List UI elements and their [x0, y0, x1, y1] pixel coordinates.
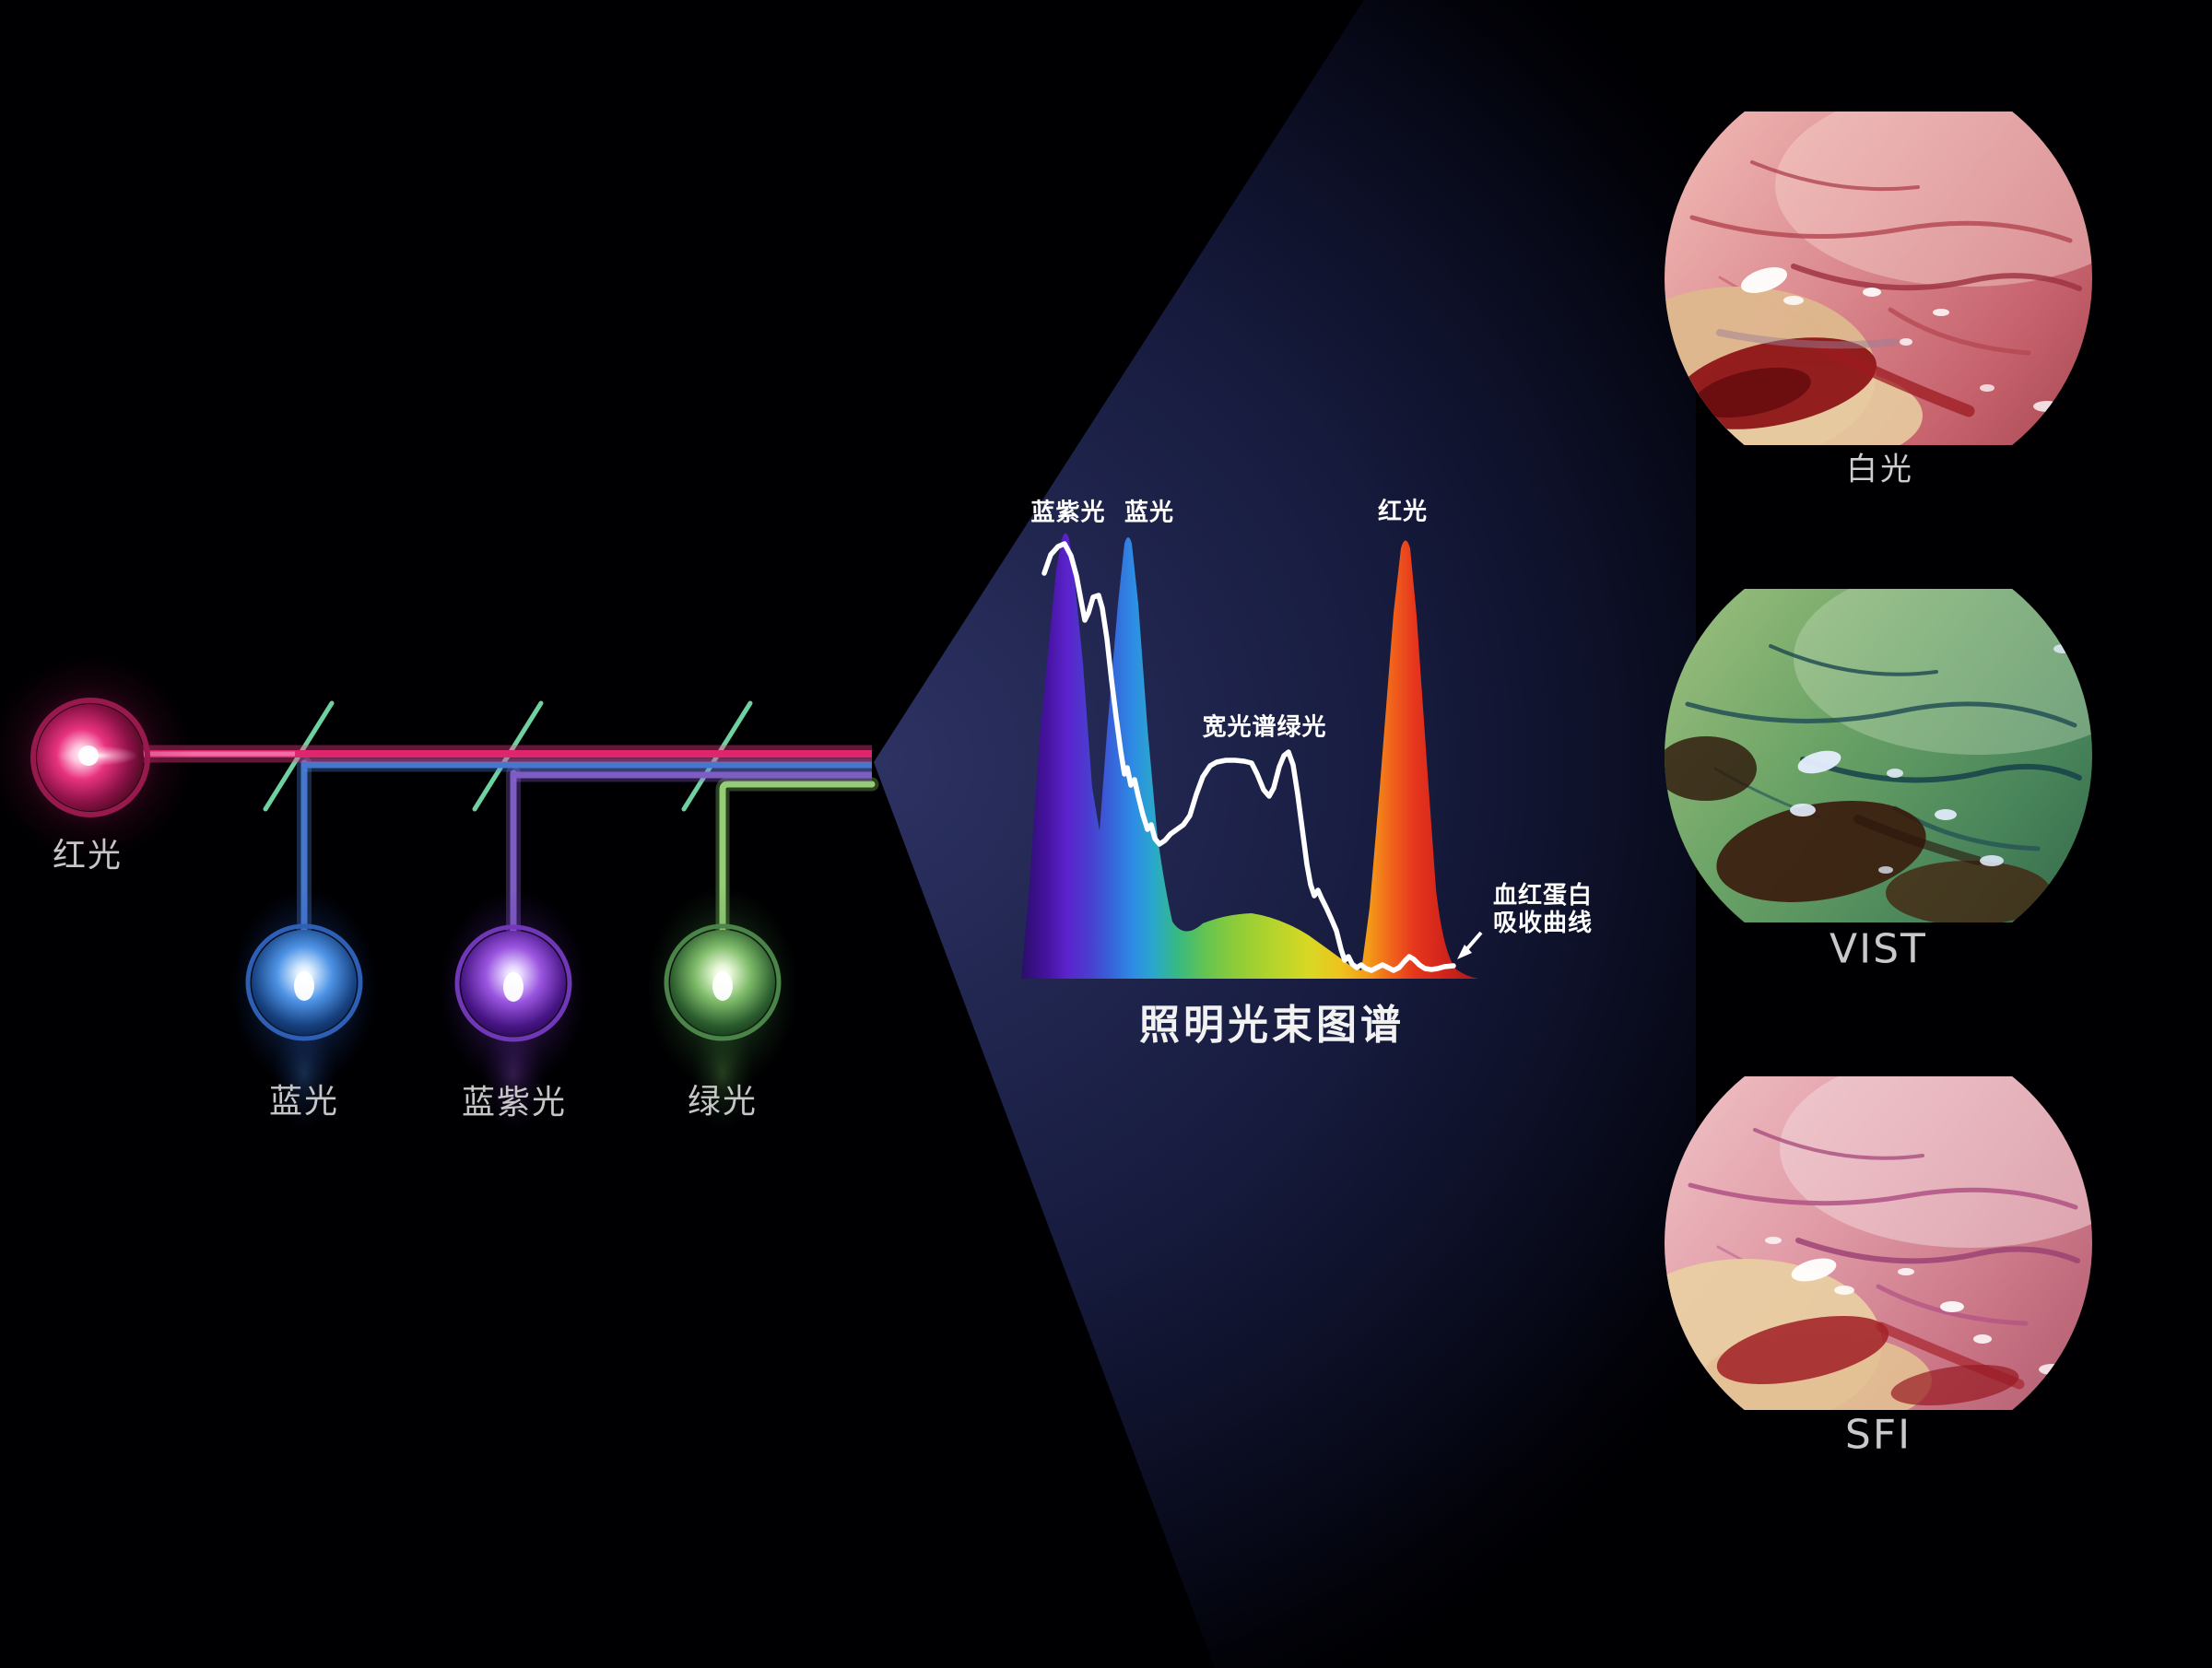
- chart-label-broad-green: 宽光谱绿光: [1202, 713, 1327, 742]
- chart-label-red: 红光: [1377, 498, 1429, 526]
- chart-label-blue-violet: 蓝紫光: [1030, 499, 1106, 527]
- endoscopy-image-sfi: [1665, 1049, 2092, 1428]
- panel-label-vist: VIST: [1830, 925, 1927, 973]
- endoscopy-panel-sfi: [1665, 1049, 2092, 1428]
- endoscopy-image-vist: [1665, 561, 2092, 925]
- hemoglobin-curve: [1041, 541, 1456, 973]
- light-source-blue-violet: [440, 889, 587, 1132]
- light-source-red: [0, 654, 194, 861]
- chart-label-blue: 蓝光: [1124, 499, 1175, 527]
- source-label-green: 绿光: [687, 1083, 759, 1121]
- endoscopy-panel-vist: [1665, 561, 2092, 925]
- chart-title: 照明光束图谱: [1139, 1002, 1405, 1049]
- hemoglobin-annotation: 血红蛋白 吸收曲线: [1492, 882, 1594, 938]
- endoscopy-panel-white-light: [1665, 84, 2092, 466]
- endoscopy-image-white-light: [1665, 84, 2092, 466]
- annotation-arrow: [1457, 931, 1483, 959]
- vertical-beams: [297, 756, 879, 940]
- light-projection-cone: [874, 0, 1696, 1668]
- hemoglobin-annotation-line2: 吸收曲线: [1492, 910, 1594, 937]
- panel-label-white-light: 白光: [1846, 451, 1914, 488]
- source-label-blue-violet: 蓝紫光: [461, 1084, 568, 1122]
- beam-green: [719, 781, 876, 936]
- source-label-blue: 蓝光: [268, 1083, 340, 1121]
- source-label-red: 红光: [52, 837, 124, 875]
- hemoglobin-annotation-line1: 血红蛋白: [1492, 882, 1594, 910]
- light-source-blue: [230, 888, 378, 1131]
- horizontal-beams: [92, 745, 872, 782]
- panel-label-sfi: SFI: [1844, 1411, 1912, 1459]
- spectrum-area: [1021, 533, 1478, 979]
- light-source-green: [647, 887, 798, 1131]
